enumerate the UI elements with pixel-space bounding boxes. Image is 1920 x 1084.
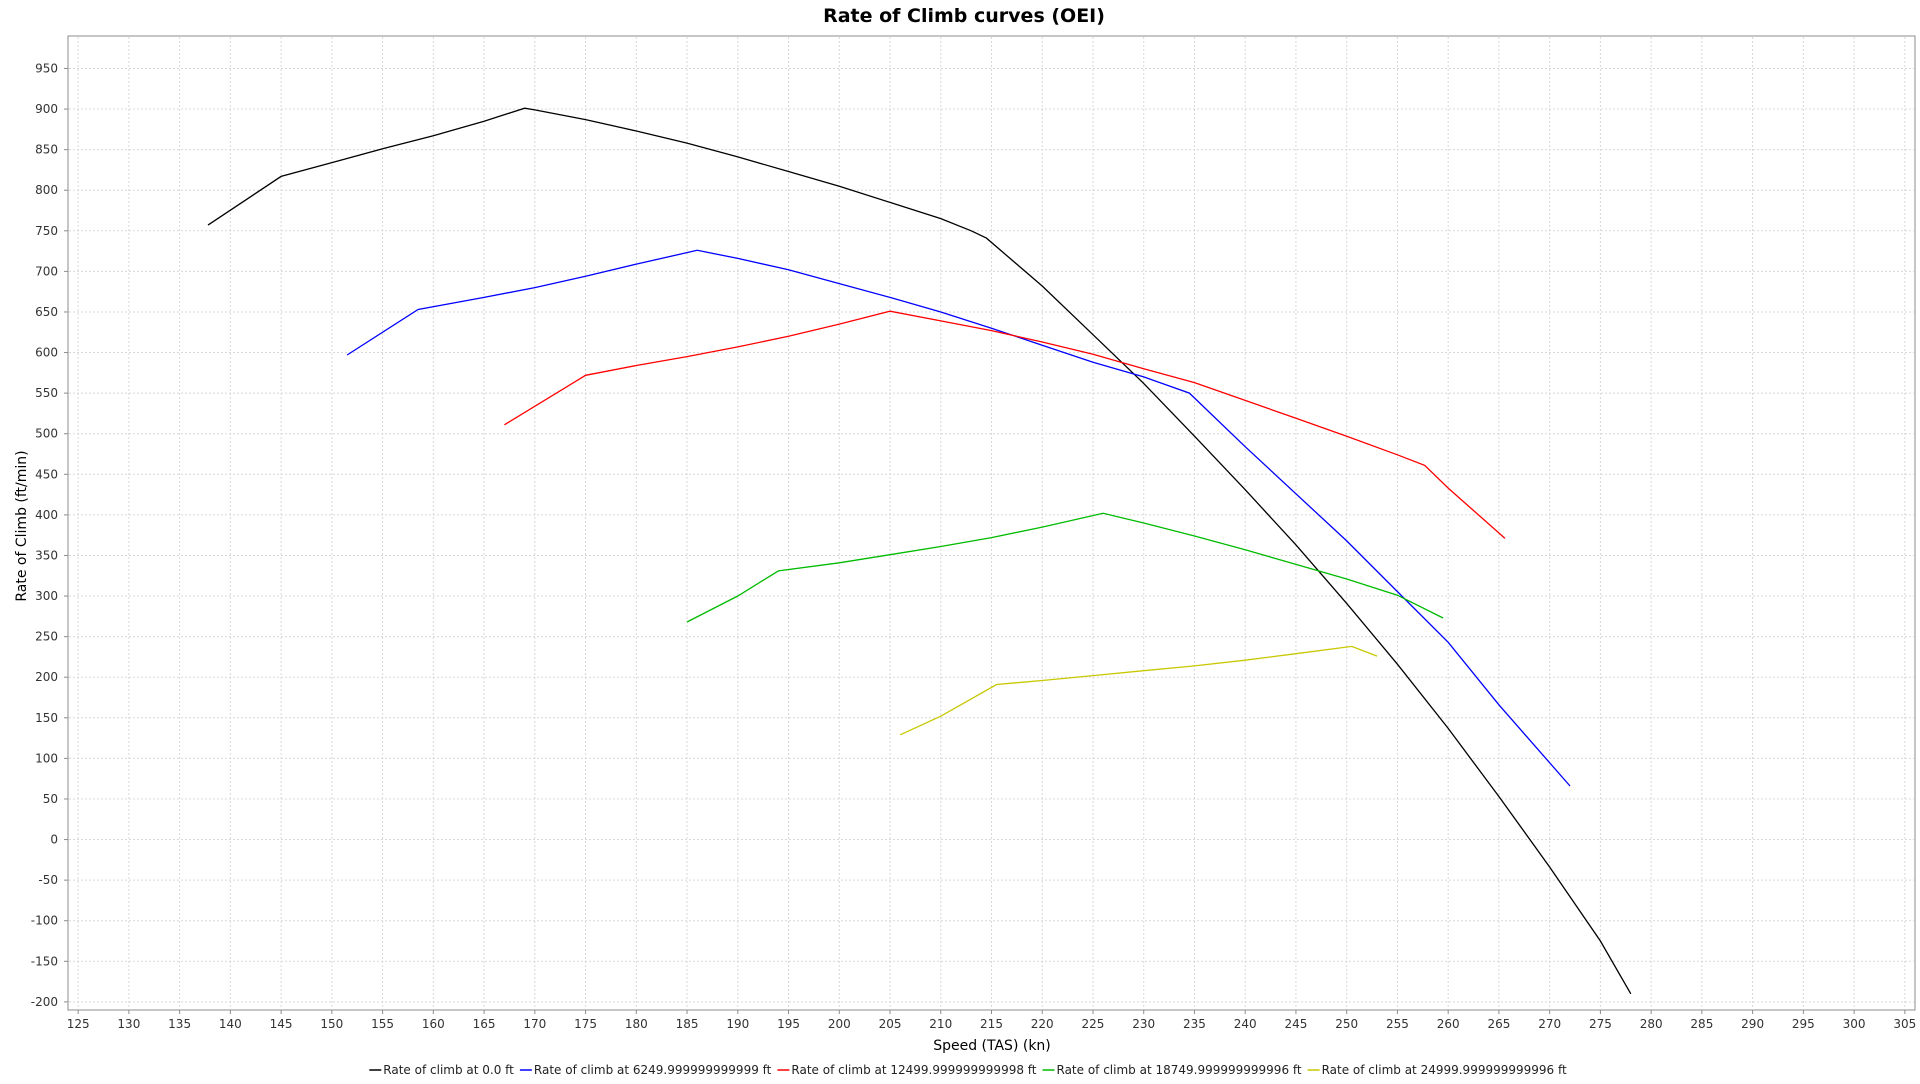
- legend-label: Rate of climb at 0.0 ft: [383, 1063, 514, 1077]
- x-tick-label: 210: [929, 1017, 952, 1031]
- series-line-0: [207, 107, 1632, 995]
- x-tick-label: 205: [879, 1017, 902, 1031]
- x-tick-label: 235: [1183, 1017, 1206, 1031]
- y-tick-label: 700: [35, 264, 58, 278]
- legend-item: Rate of climb at 12499.999999999998 ft: [777, 1063, 1037, 1077]
- x-tick-label: 285: [1690, 1017, 1713, 1031]
- y-tick-label: 300: [35, 589, 58, 603]
- y-tick-label: -150: [31, 954, 58, 968]
- x-tick-label: 215: [980, 1017, 1003, 1031]
- x-tick-label: 180: [625, 1017, 648, 1031]
- x-axis-label: Speed (TAS) (kn): [933, 1038, 1051, 1054]
- series-line-4: [899, 645, 1378, 736]
- x-tick-label: 140: [219, 1017, 242, 1031]
- y-tick-label: 500: [35, 427, 58, 441]
- x-tick-label: 130: [117, 1017, 140, 1031]
- y-tick-label: -100: [31, 914, 58, 928]
- x-tick-label: 185: [676, 1017, 699, 1031]
- series-line-1: [346, 249, 1571, 787]
- x-tick-label: 260: [1437, 1017, 1460, 1031]
- y-tick-label: 150: [35, 711, 58, 725]
- x-tick-label: 190: [726, 1017, 749, 1031]
- x-tick-label: 290: [1741, 1017, 1764, 1031]
- x-tick-label: 135: [168, 1017, 191, 1031]
- y-tick-label: 800: [35, 183, 58, 197]
- y-tick-label: 400: [35, 508, 58, 522]
- legend-item: Rate of climb at 6249.999999999999 ft: [519, 1063, 772, 1077]
- series-line-3: [686, 512, 1444, 623]
- x-tick-label: 165: [473, 1017, 496, 1031]
- y-tick-label: 900: [35, 102, 58, 116]
- y-tick-label: 450: [35, 467, 58, 481]
- x-tick-label: 255: [1386, 1017, 1409, 1031]
- y-tick-label: 650: [35, 305, 58, 319]
- x-tick-label: 200: [828, 1017, 851, 1031]
- x-tick-label: 160: [422, 1017, 445, 1031]
- x-tick-label: 295: [1792, 1017, 1815, 1031]
- chart-title: Rate of Climb curves (OEI): [823, 5, 1105, 27]
- y-tick-label: 950: [35, 61, 58, 75]
- x-tick-label: 280: [1640, 1017, 1663, 1031]
- y-tick-label: 350: [35, 548, 58, 562]
- x-tick-label: 220: [1031, 1017, 1054, 1031]
- legend: Rate of climb at 0.0 ft Rate of climb at …: [369, 1063, 1567, 1077]
- x-tick-label: 275: [1589, 1017, 1612, 1031]
- x-tick-label: 230: [1132, 1017, 1155, 1031]
- series-line-2: [504, 310, 1506, 539]
- x-tick-label: 195: [777, 1017, 800, 1031]
- y-axis-ticks: -200 -150 -100 -50 0 50 100 150 200 250 300 350 400 4…: [31, 61, 68, 1009]
- legend-item: Rate of climb at 0.0 ft: [369, 1063, 514, 1077]
- y-tick-label: 750: [35, 224, 58, 238]
- legend-item: Rate of climb at 18749.999999999996 ft: [1042, 1063, 1302, 1077]
- x-tick-label: 250: [1335, 1017, 1358, 1031]
- x-tick-label: 145: [270, 1017, 293, 1031]
- y-tick-label: 850: [35, 143, 58, 157]
- x-tick-label: 125: [67, 1017, 90, 1031]
- y-tick-label: 200: [35, 670, 58, 684]
- x-tick-label: 300: [1843, 1017, 1866, 1031]
- x-tick-label: 245: [1284, 1017, 1307, 1031]
- legend-label: Rate of climb at 18749.999999999996 ft: [1057, 1063, 1302, 1077]
- y-tick-label: -50: [38, 873, 58, 887]
- y-tick-label: 250: [35, 630, 58, 644]
- x-tick-label: 150: [320, 1017, 343, 1031]
- y-tick-label: -200: [31, 995, 58, 1009]
- series-lines: [207, 107, 1632, 995]
- y-tick-label: 50: [43, 792, 58, 806]
- legend-label: Rate of climb at 12499.999999999998 ft: [791, 1063, 1036, 1077]
- x-tick-label: 265: [1487, 1017, 1510, 1031]
- legend-label: Rate of climb at 24999.999999999996 ft: [1322, 1063, 1567, 1077]
- x-tick-label: 270: [1538, 1017, 1561, 1031]
- x-tick-label: 175: [574, 1017, 597, 1031]
- y-axis-label: Rate of Climb (ft/min): [14, 450, 30, 601]
- legend-label: Rate of climb at 6249.999999999999 ft: [534, 1063, 772, 1077]
- x-tick-label: 225: [1082, 1017, 1105, 1031]
- y-tick-label: 600: [35, 346, 58, 360]
- x-tick-label: 155: [371, 1017, 394, 1031]
- grid: [69, 37, 1914, 1009]
- legend-item: Rate of climb at 24999.999999999996 ft: [1307, 1063, 1567, 1077]
- y-tick-label: 0: [50, 833, 58, 847]
- y-tick-label: 100: [35, 751, 58, 765]
- y-tick-label: 550: [35, 386, 58, 400]
- x-tick-label: 305: [1893, 1017, 1916, 1031]
- x-axis-ticks: 125 130 135 140 145 150 155 160 165 170 175 180 185 1…: [67, 1010, 1916, 1031]
- x-tick-label: 240: [1234, 1017, 1257, 1031]
- x-tick-label: 170: [523, 1017, 546, 1031]
